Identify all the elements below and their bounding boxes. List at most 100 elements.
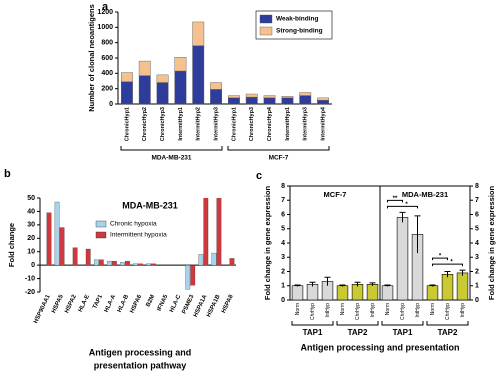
significance-bracket xyxy=(387,199,403,203)
bar-segment xyxy=(317,97,329,101)
legend-label: Intermittent hypoxia xyxy=(110,232,167,239)
group-bracket xyxy=(227,146,330,151)
panel-title: MCF-7 xyxy=(324,190,347,199)
legend-swatch xyxy=(259,14,273,24)
x-tick-label: IFNA5 xyxy=(157,293,170,312)
bar xyxy=(125,260,130,266)
y-tick-label: 0 xyxy=(109,101,113,108)
x-tick-label: ChrHyp xyxy=(355,303,361,320)
bar xyxy=(190,264,196,286)
y-tick-label: 800 xyxy=(101,40,113,47)
error-bar xyxy=(459,269,466,276)
bar xyxy=(111,260,117,266)
chart-title: MDA-MB-231 xyxy=(122,200,178,210)
bar-segment xyxy=(174,70,187,105)
x-tick-label: ChronicHyp3 xyxy=(160,107,166,141)
error-bar xyxy=(399,211,406,223)
y-tick-label: 3 xyxy=(475,254,479,261)
bar xyxy=(351,284,364,301)
panel-label: b xyxy=(4,168,11,180)
x-tick-label: HLA-C xyxy=(169,293,183,313)
x-tick-label: HSPA5 xyxy=(51,293,65,314)
y-tick-label: 0 xyxy=(475,297,479,304)
y-tick-label: -10 xyxy=(25,275,35,282)
legend-label: Chronic hypoxia xyxy=(110,221,157,228)
x-tick-label: ChronicHyp2 xyxy=(142,107,148,141)
x-axis-label: Antigen processing and xyxy=(89,347,192,357)
significance-bracket xyxy=(432,263,463,267)
bar xyxy=(54,201,60,266)
bar xyxy=(146,263,151,266)
group-bracket xyxy=(381,321,424,326)
group-label: TAP2 xyxy=(438,328,458,337)
group-bracket xyxy=(336,321,379,326)
bar-segment xyxy=(121,81,133,105)
bar-segment xyxy=(299,95,312,105)
x-tick-label: HSPA8 xyxy=(221,293,235,314)
bar xyxy=(151,263,156,266)
bar xyxy=(441,274,454,301)
x-tick-label: PSME3 xyxy=(181,293,195,315)
y-tick-label: 1 xyxy=(475,283,479,290)
significance-label: * xyxy=(405,202,408,208)
x-tick-label: IntermitHyp1 xyxy=(178,107,184,141)
error-bar xyxy=(309,281,316,287)
x-tick-label: ChronicHyp1 xyxy=(124,107,130,141)
y-tick-label: 8 xyxy=(281,183,285,190)
bar xyxy=(306,284,319,301)
y-tick-label: 200 xyxy=(101,86,113,93)
bar xyxy=(198,254,204,266)
y-tick-label: 4 xyxy=(475,240,479,247)
bar-segment xyxy=(245,93,258,98)
bar xyxy=(366,284,379,301)
bar-segment xyxy=(228,95,240,99)
y-tick-label: 1 xyxy=(281,283,285,290)
bar-segment xyxy=(138,75,151,105)
bar xyxy=(203,198,209,266)
y-tick-label: 7 xyxy=(475,197,479,204)
legend-label: Weak-binding xyxy=(276,16,319,23)
bar-segment xyxy=(210,89,222,105)
error-bar xyxy=(339,284,346,287)
bar xyxy=(396,217,409,301)
y-axis-label: Number of clonal neoantigens xyxy=(87,4,96,112)
x-tick-label: IntHyp xyxy=(415,303,421,318)
y-axis-label: Fold change in gene expression xyxy=(487,185,496,300)
x-tick-label: IntermitHyp4 xyxy=(321,106,327,141)
x-tick-label: IntermitHyp2 xyxy=(196,107,202,141)
x-tick-label: Norm xyxy=(385,303,391,315)
y-tick-label: 30 xyxy=(27,222,35,229)
bars xyxy=(46,198,235,290)
bar xyxy=(211,252,217,266)
bar xyxy=(98,259,104,266)
y-tick-label: 5 xyxy=(475,226,479,233)
y-tick-label: 400 xyxy=(101,70,113,77)
significance-bracket xyxy=(387,205,418,209)
y-tick-label: 20 xyxy=(27,235,35,242)
y-tick-label: 6 xyxy=(281,211,285,218)
x-tick-label: IntermitHyp3 xyxy=(214,107,220,141)
x-tick-label: ChronicHyp1 xyxy=(231,107,237,141)
bar xyxy=(59,227,65,266)
y-tick-label: 7 xyxy=(281,197,285,204)
error-bar xyxy=(414,215,421,253)
panel-title: MDA-MB-231 xyxy=(402,190,448,199)
group-bracket xyxy=(426,321,469,326)
y-axis-label: Fold change xyxy=(7,223,16,267)
x-tick-label: HLA-A xyxy=(104,293,118,313)
error-bar xyxy=(294,284,301,287)
x-tick-label: HSP90AA1 xyxy=(33,293,52,324)
bar xyxy=(107,260,112,266)
legend-swatch xyxy=(259,26,273,36)
bar xyxy=(291,285,304,301)
x-tick-label: IntHyp xyxy=(370,303,376,318)
x-tick-label: HLA-E xyxy=(78,294,91,313)
y-tick-label: 1200 xyxy=(97,9,113,16)
bar-segment xyxy=(210,82,222,90)
x-tick-label: Norm xyxy=(340,303,346,315)
x-tick-label: HSPA2 xyxy=(64,293,78,314)
y-tick-label: 6 xyxy=(475,211,479,218)
bar-segment xyxy=(156,82,169,105)
group-label: MCF-7 xyxy=(269,155,289,162)
